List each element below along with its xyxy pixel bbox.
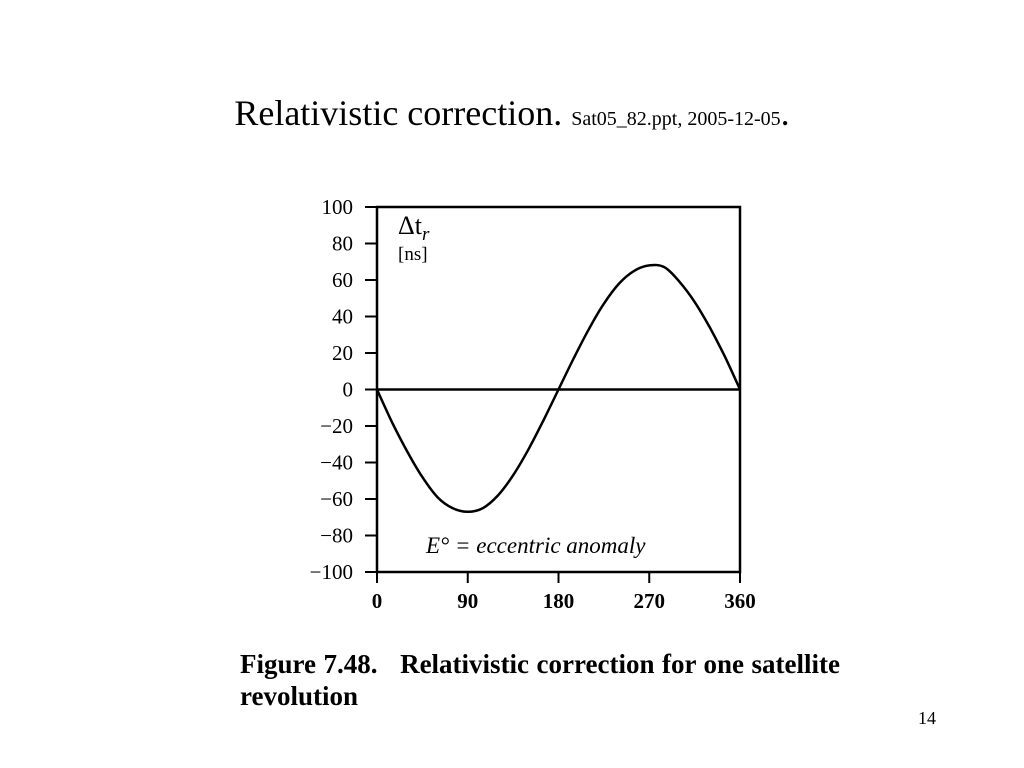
y-axis-label-subscript: r	[422, 224, 430, 245]
data-point	[573, 357, 575, 360]
series-layer	[375, 263, 742, 514]
x-axis: 0 90 180 270 360	[372, 572, 756, 613]
data-point	[724, 356, 726, 358]
y-tick-label: −40	[320, 451, 353, 475]
figure-caption: Figure 7.48. Relativistic correction for…	[240, 648, 840, 713]
x-tick-label: 90	[457, 589, 478, 613]
y-tick-label: 60	[332, 268, 353, 292]
data-point	[406, 450, 408, 453]
slide-title: Relativistic correction. Sat05_82.ppt, 2…	[0, 92, 1024, 134]
page-number: 14	[918, 708, 936, 728]
x-tick-label: 0	[372, 589, 383, 613]
data-point	[663, 266, 665, 268]
y-tick-label: 40	[332, 305, 353, 329]
y-tick-label: 80	[332, 232, 353, 256]
data-point	[542, 419, 544, 422]
data-point	[512, 474, 514, 476]
y-tick-label: 100	[322, 195, 354, 219]
data-point	[694, 301, 696, 303]
y-axis-unit: [ns]	[398, 244, 428, 265]
data-point	[739, 388, 741, 391]
title-end: .	[780, 93, 790, 133]
data-point	[467, 511, 469, 513]
x-tick-label: 180	[543, 589, 575, 613]
caption-text: Relativistic correction for one satellit…	[240, 649, 840, 712]
data-point	[527, 449, 529, 451]
data-point	[391, 421, 393, 423]
y-tick-label: −20	[320, 414, 353, 438]
title-main: Relativistic correction.	[234, 93, 563, 133]
figure-label: Figure 7.48.	[240, 649, 378, 679]
data-point	[709, 326, 711, 329]
data-point	[376, 388, 378, 391]
data-point	[436, 496, 439, 498]
data-point	[618, 283, 620, 285]
y-axis-label: Δtr	[398, 211, 430, 245]
data-point	[648, 264, 650, 266]
data-point	[633, 270, 635, 272]
data-point	[482, 507, 484, 509]
data-point	[678, 281, 681, 283]
y-tick-label: −80	[320, 524, 353, 548]
y-tick-label: −100	[310, 560, 353, 584]
data-point	[421, 476, 423, 478]
x-tick-label: 270	[634, 589, 666, 613]
y-tick-label: 20	[332, 341, 353, 365]
y-tick-label: 0	[343, 378, 354, 402]
data-point	[603, 303, 605, 305]
x-axis-label: E° = eccentric anomaly	[425, 533, 646, 558]
x-tick-label: 360	[724, 589, 756, 613]
data-point	[588, 328, 590, 330]
data-point	[557, 388, 560, 391]
title-subtitle: Sat05_82.ppt, 2005-12-05	[571, 108, 781, 130]
y-axis: 100 80 60 40 20 0 −20 −40 −60 −80 −100	[310, 195, 377, 584]
y-tick-label: −60	[320, 487, 353, 511]
data-point	[452, 507, 454, 509]
data-point	[497, 494, 499, 496]
